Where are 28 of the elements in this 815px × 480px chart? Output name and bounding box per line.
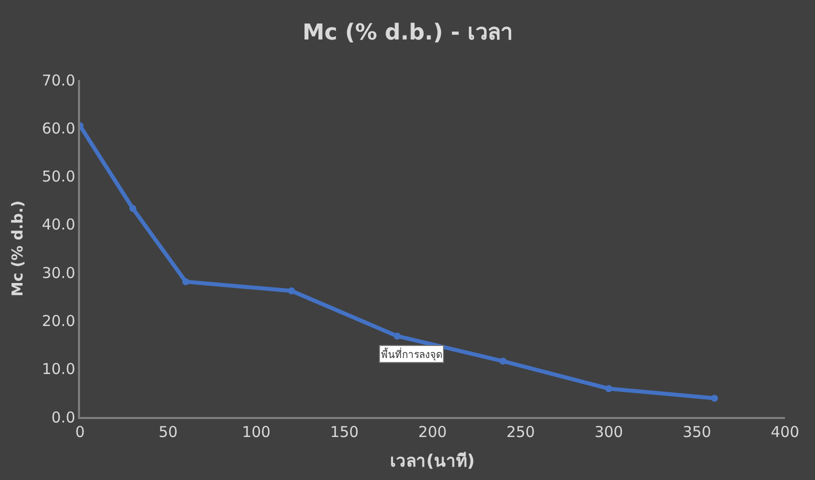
- chart-title: Mc (% d.b.) - เวลา: [302, 20, 513, 46]
- point: [394, 332, 401, 340]
- x-tick-label: 200: [418, 422, 447, 441]
- y-axis-title: Mc (% d.b.): [8, 200, 27, 296]
- annotation: พื้นที่การลงจุด: [381, 347, 442, 361]
- point: [129, 205, 136, 212]
- x-tick-label: 350: [682, 422, 712, 441]
- point: [711, 394, 718, 402]
- y-tick-label: 60.0: [42, 119, 76, 138]
- x-tick-label: 50: [158, 422, 178, 441]
- point: [500, 358, 506, 365]
- x-tick-label: 150: [330, 422, 359, 441]
- y-tick-label: 30.0: [42, 264, 76, 282]
- x-tick-label: 100: [242, 422, 271, 441]
- point: [605, 385, 612, 392]
- x-tick-label: 300: [594, 422, 624, 441]
- y-tick-label: 70.0: [42, 71, 76, 90]
- x-tick-label: 0: [75, 422, 85, 441]
- x-tick-label: 400: [770, 422, 800, 441]
- y-tick-label: 20.0: [42, 312, 76, 330]
- y-tick-label: 50.0: [42, 168, 76, 186]
- point: [182, 278, 190, 286]
- y-tick-label: 40.0: [42, 216, 76, 234]
- point: [288, 287, 295, 294]
- y-tick-label: 0.0: [51, 408, 76, 426]
- x-axis-title: เวลา(นาที): [390, 450, 475, 472]
- y-tick-label: 10.0: [42, 360, 76, 378]
- x-tick-label: 250: [506, 422, 535, 441]
